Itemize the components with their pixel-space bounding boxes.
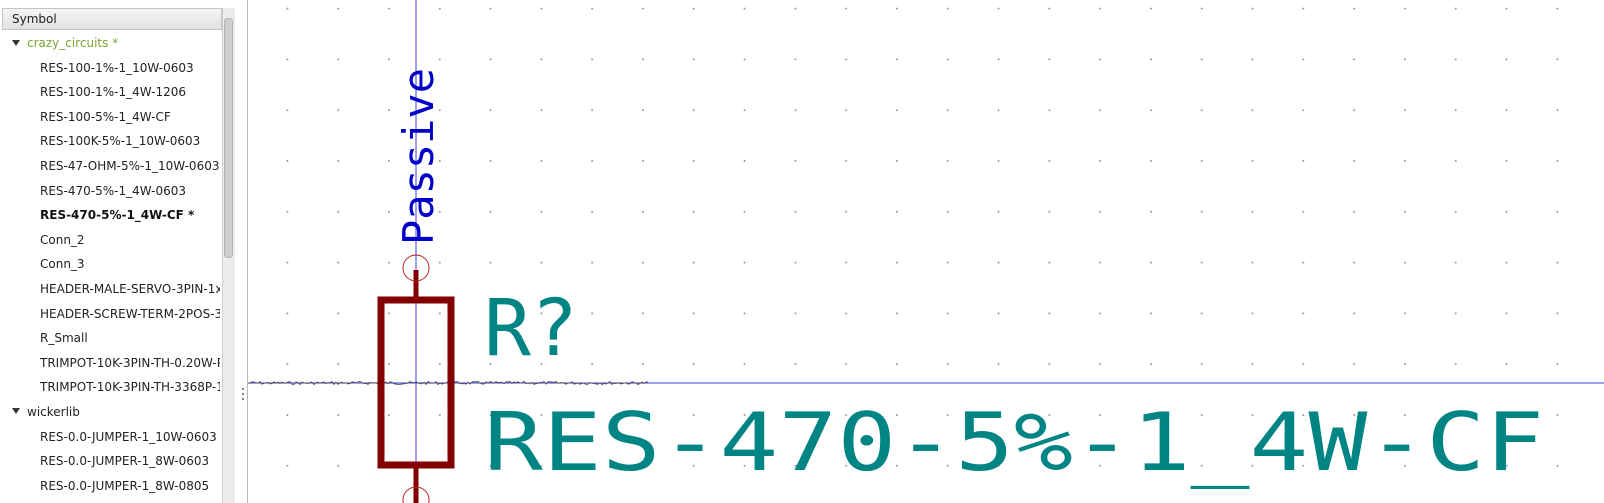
symbol-list-item[interactable]: RES-0.0-JUMPER-1_8W-0805 xyxy=(2,474,220,499)
symbol-list-item[interactable]: RES-0.0-JUMPER-1_8W-0603 xyxy=(2,449,220,474)
symbol-editor-canvas[interactable]: Passive R? RES-470-5%-1_4W-CF xyxy=(248,0,1604,503)
symbol-list-item[interactable]: Conn_2 xyxy=(2,228,220,253)
library-tree: crazy_circuits * RES-100-1%-1_10W-0603 RES… xyxy=(2,31,220,498)
symbol-list-item[interactable]: HEADER-SCREW-TERM-2POS-3.5 xyxy=(2,302,220,327)
symbol-name: R_Small xyxy=(40,331,88,346)
library-group[interactable]: wickerlib xyxy=(2,400,220,425)
value-field[interactable]: RES-470-5%-1_4W-CF xyxy=(484,396,1544,489)
library-name: crazy_circuits * xyxy=(27,36,119,50)
symbol-list-item[interactable]: RES-470-5%-1_4W-0603 xyxy=(2,179,220,204)
symbol-name: RES-100-1%-1_4W-1206 xyxy=(40,85,186,100)
symbol-name: TRIMPOT-10K-3PIN-TH-3368P-1- xyxy=(40,380,220,395)
symbol-list-item[interactable]: TRIMPOT-10K-3PIN-TH-0.20W-P1 xyxy=(2,351,220,376)
symbol-name: Conn_3 xyxy=(40,257,85,272)
symbol-name: RES-470-5%-1_4W-0603 xyxy=(40,183,186,198)
symbol-name: HEADER-MALE-SERVO-3PIN-1x3- xyxy=(40,281,220,296)
symbol-name: RES-100-5%-1_4W-CF xyxy=(40,109,171,124)
symbol-name: RES-47-OHM-5%-1_10W-0603 xyxy=(40,158,220,173)
symbol-name: RES-100-1%-1_10W-0603 xyxy=(40,60,194,75)
symbol-list-item[interactable]: TRIMPOT-10K-3PIN-TH-3368P-1- xyxy=(2,375,220,400)
pin-bottom-connection-point xyxy=(402,486,430,503)
symbol-list-item[interactable]: RES-100-1%-1_4W-1206 xyxy=(2,80,220,105)
symbol-list-item[interactable]: Conn_3 xyxy=(2,252,220,277)
library-group[interactable]: crazy_circuits * xyxy=(2,31,220,56)
pin-top-connection-point xyxy=(402,254,430,282)
expand-arrow-icon[interactable] xyxy=(12,39,20,46)
canvas-drawing: Passive R? RES-470-5%-1_4W-CF xyxy=(248,0,1604,503)
symbol-name: Conn_2 xyxy=(40,232,85,247)
panel-scrollbar[interactable] xyxy=(222,8,235,503)
symbol-name: RES-0.0-JUMPER-1_10W-0603 xyxy=(40,429,217,444)
symbol-list-item[interactable]: RES-47-OHM-5%-1_10W-0603 xyxy=(2,154,220,179)
symbol-list-item[interactable]: RES-100-5%-1_4W-CF xyxy=(2,105,220,130)
library-name: wickerlib xyxy=(27,404,80,419)
reference-field[interactable]: R? xyxy=(484,284,578,374)
symbol-list-item[interactable]: RES-100K-5%-1_10W-0603 xyxy=(2,129,220,154)
symbol-name: RES-0.0-JUMPER-1_8W-0805 xyxy=(40,478,210,493)
symbol-list-item[interactable]: RES-0.0-JUMPER-1_10W-0603 xyxy=(2,425,220,450)
expand-arrow-icon[interactable] xyxy=(12,408,20,415)
symbol-list-item[interactable]: R_Small xyxy=(2,326,220,351)
symbol-name: RES-470-5%-1_4W-CF * xyxy=(40,208,195,223)
symbol-list-item[interactable]: HEADER-MALE-SERVO-3PIN-1x3- xyxy=(2,277,220,302)
symbol-list-item[interactable]: RES-100-1%-1_10W-0603 xyxy=(2,56,220,81)
symbol-name: RES-0.0-JUMPER-1_8W-0603 xyxy=(40,454,210,469)
symbol-name: RES-100K-5%-1_10W-0603 xyxy=(40,134,201,149)
panel-header: Symbol xyxy=(2,8,222,30)
symbol-name: TRIMPOT-10K-3PIN-TH-0.20W-P1 xyxy=(40,355,220,370)
splitter-handle[interactable] xyxy=(241,385,245,407)
scrollbar-thumb[interactable] xyxy=(224,18,233,258)
symbol-list-item[interactable]: RES-470-5%-1_4W-CF * xyxy=(2,203,220,228)
symbol-name: HEADER-SCREW-TERM-2POS-3.5 xyxy=(40,306,220,321)
pin-type-label: Passive xyxy=(394,68,443,245)
symbol-library-panel: Symbol crazy_circuits * RES-100-1%-1_10W-… xyxy=(0,0,248,503)
